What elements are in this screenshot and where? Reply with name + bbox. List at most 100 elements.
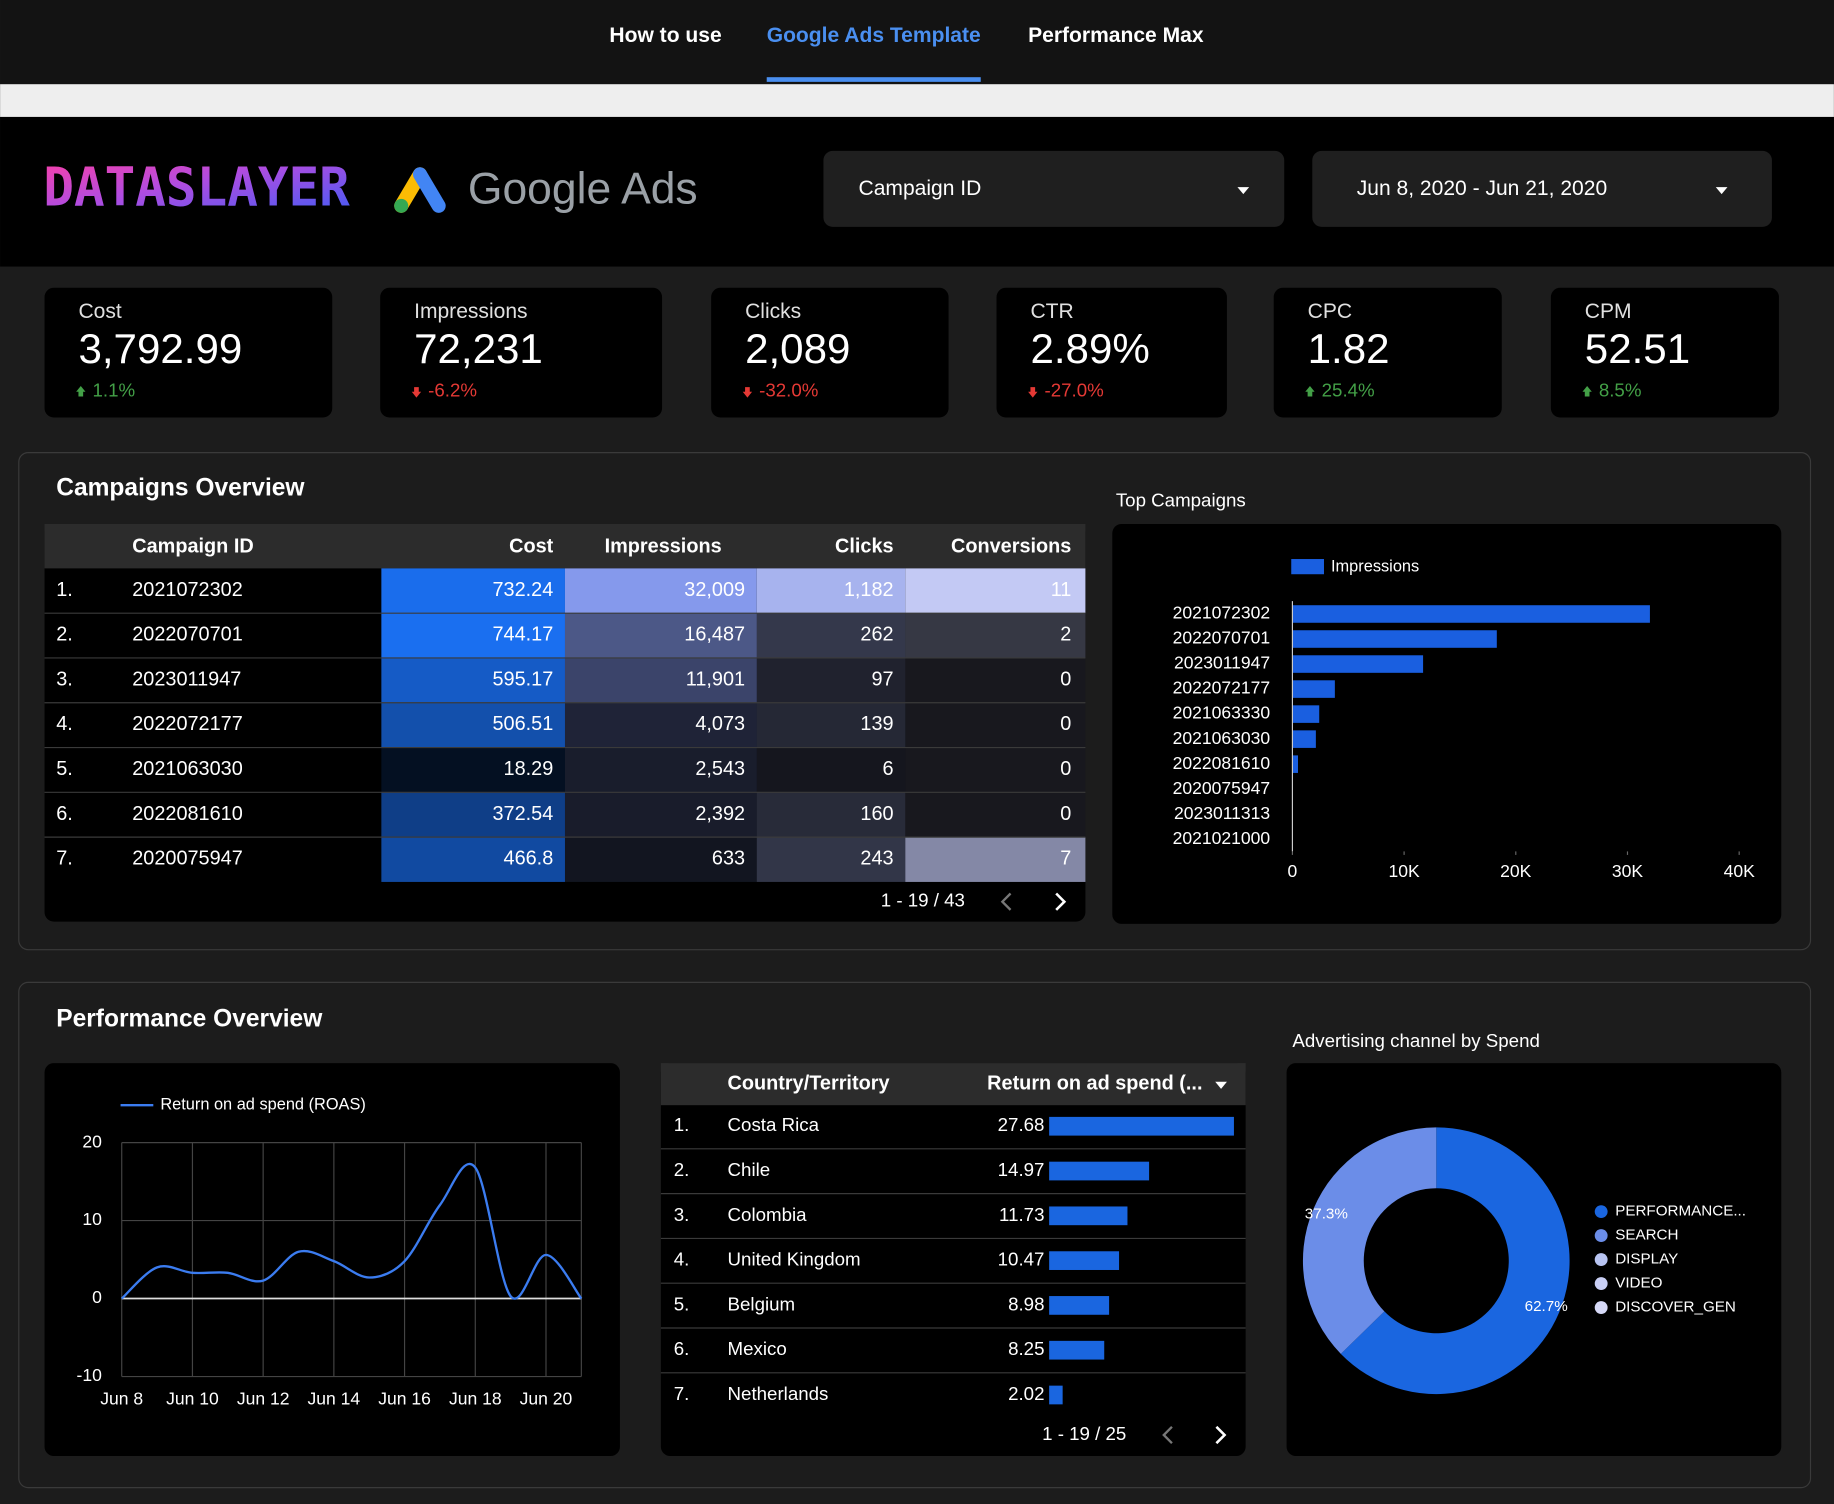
slice-label: 37.3% [1305, 1205, 1348, 1222]
kpi-card [711, 287, 949, 418]
kpi-change: -32.0% [759, 380, 818, 401]
kpi-label: Impressions [414, 300, 527, 323]
next-page[interactable] [1055, 892, 1067, 911]
bar [1049, 1161, 1150, 1181]
dropdown-arrow[interactable] [1237, 187, 1250, 195]
table-cell: 372.54 [492, 803, 553, 825]
kpi-change: 8.5% [1599, 380, 1642, 401]
y-tick-label: 2023011313 [1174, 803, 1270, 823]
pie-slice [1302, 1127, 1437, 1354]
kpi-card [44, 287, 333, 418]
dropdown-label[interactable]: Jun 8, 2020 - Jun 21, 2020 [1357, 177, 1607, 200]
line-series [120, 1163, 583, 1300]
table-cell: 7. [56, 848, 73, 870]
rank: 7. [674, 1383, 690, 1404]
kpi-card [996, 287, 1227, 418]
value: 10.47 [998, 1249, 1045, 1270]
table-cell: 0 [1060, 758, 1071, 780]
heat-cell [381, 657, 565, 703]
heat-cell [756, 568, 906, 614]
y-tick-label: 2021072302 [1173, 603, 1271, 623]
heat-cell [564, 747, 757, 793]
column-header: Country/Territory [728, 1072, 890, 1094]
table-cell: 243 [860, 848, 893, 870]
table-cell: 11 [1051, 579, 1072, 601]
table-cell: 506.51 [492, 713, 553, 735]
table-cell: 2,543 [695, 758, 745, 780]
legend-dot [1594, 1229, 1608, 1243]
prev-page[interactable] [1162, 1425, 1173, 1445]
table-cell: 11,901 [686, 668, 745, 690]
kpi-value: 2,089 [745, 325, 850, 372]
kpi-value: 2.89% [1030, 325, 1149, 372]
rank: 1. [674, 1114, 690, 1135]
dropdown-arrow[interactable] [1715, 187, 1728, 195]
campaign-filter[interactable]: Campaign ID [823, 150, 1285, 227]
country: Netherlands [728, 1383, 829, 1404]
trend-arrow [742, 387, 753, 398]
y-tick-label: 2021063330 [1173, 703, 1271, 723]
legend-swatch [1291, 559, 1324, 575]
prev-page[interactable] [1000, 892, 1012, 911]
table-cell: 139 [860, 713, 893, 735]
table-cell: 1. [56, 579, 73, 601]
heat-cell [564, 837, 757, 882]
rank: 6. [674, 1338, 690, 1359]
nav-tab[interactable]: Performance Max [1028, 24, 1204, 47]
nav-bar [0, 0, 1834, 85]
x-tick-label: Jun 10 [166, 1389, 219, 1409]
kpi-value: 72,231 [414, 325, 543, 372]
legend-label: Return on ad spend (ROAS) [160, 1096, 366, 1114]
icon-stroke [412, 167, 446, 213]
bar [1049, 1251, 1120, 1270]
x-tick-label: 30K [1612, 861, 1644, 881]
rank: 3. [674, 1204, 690, 1225]
heat-cell [905, 613, 1086, 658]
x-tick-label: Jun 14 [308, 1389, 361, 1409]
column-header[interactable]: Return on ad spend (... [987, 1072, 1202, 1094]
table-cell: 32,009 [684, 579, 745, 601]
y-tick-label: 2022072177 [1173, 678, 1271, 698]
x-tick-label: Jun 16 [378, 1389, 431, 1409]
table-cell: 7 [1060, 848, 1071, 870]
spacer-band [0, 84, 1834, 117]
chart-bg [1112, 523, 1782, 924]
rank: 4. [674, 1249, 690, 1270]
country: Colombia [728, 1204, 808, 1225]
dropdown[interactable] [823, 150, 1285, 227]
table-cell: 1,182 [844, 579, 894, 601]
heat-cell [756, 657, 906, 703]
dropdown[interactable] [1312, 150, 1772, 227]
bar [1292, 730, 1316, 748]
column-header: Cost [509, 536, 554, 558]
legend-label: Impressions [1331, 558, 1419, 576]
country: Belgium [728, 1293, 796, 1314]
date-filter[interactable]: Jun 8, 2020 - Jun 21, 2020 [1312, 150, 1772, 227]
table-header [44, 523, 1086, 569]
table-cell: 2,392 [695, 803, 745, 825]
slice-label: 62.7% [1525, 1298, 1568, 1315]
table-cell: 2 [1060, 624, 1071, 646]
next-page[interactable] [1215, 1425, 1227, 1445]
heat-cell [381, 702, 565, 748]
legend-label: PERFORMANCE... [1615, 1203, 1746, 1220]
bar [1049, 1296, 1110, 1315]
heat-cell [564, 657, 757, 703]
y-tick-label: 2023011947 [1174, 653, 1270, 673]
dropdown-label[interactable]: Campaign ID [859, 177, 982, 200]
heat-cell [381, 613, 565, 658]
heat-cell [905, 702, 1086, 748]
heat-cell [905, 837, 1086, 882]
trend-arrow [1028, 387, 1038, 398]
heat-cell [564, 702, 757, 748]
kpi-value: 3,792.99 [78, 325, 242, 372]
heat-cell [905, 792, 1086, 838]
x-tick-label: 20K [1500, 861, 1532, 881]
nav-tab[interactable]: Google Ads Template [767, 24, 981, 47]
table-cell: 3. [56, 668, 73, 690]
sort-arrow[interactable] [1215, 1081, 1227, 1089]
bar [1292, 605, 1650, 623]
nav-tab[interactable]: How to use [609, 24, 721, 47]
heat-cell [381, 747, 565, 793]
x-tick-label: Jun 20 [520, 1389, 573, 1409]
